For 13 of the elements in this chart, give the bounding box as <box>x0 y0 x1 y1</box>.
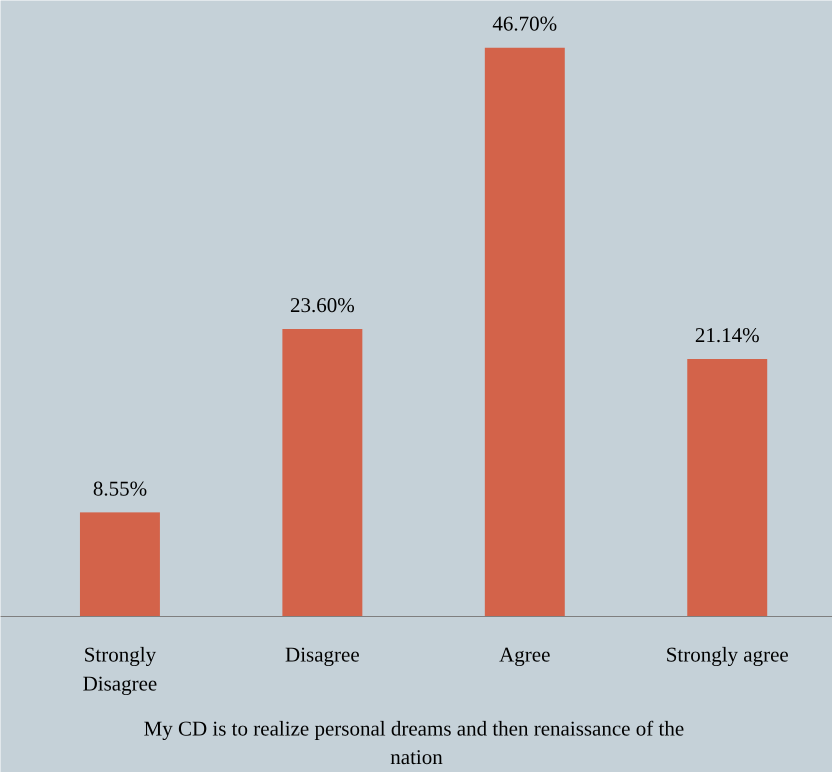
data-label: 46.70% <box>492 12 558 36</box>
x-tick-label: Strongly agree <box>666 642 789 666</box>
x-axis-title: My CD is to realize personal dreams and then renaissance of the nation <box>144 716 684 770</box>
data-label: 21.14% <box>694 323 760 348</box>
bar <box>80 512 160 616</box>
data-label: 8.55% <box>92 476 148 500</box>
x-tick-label: Disagree <box>285 642 360 666</box>
bar <box>484 48 565 616</box>
bar <box>687 359 768 616</box>
x-tick-label: Strongly Disagree <box>82 642 158 696</box>
data-label: 23.60% <box>290 293 355 318</box>
x-tick-label: Agree <box>499 642 550 666</box>
bar <box>282 329 362 616</box>
